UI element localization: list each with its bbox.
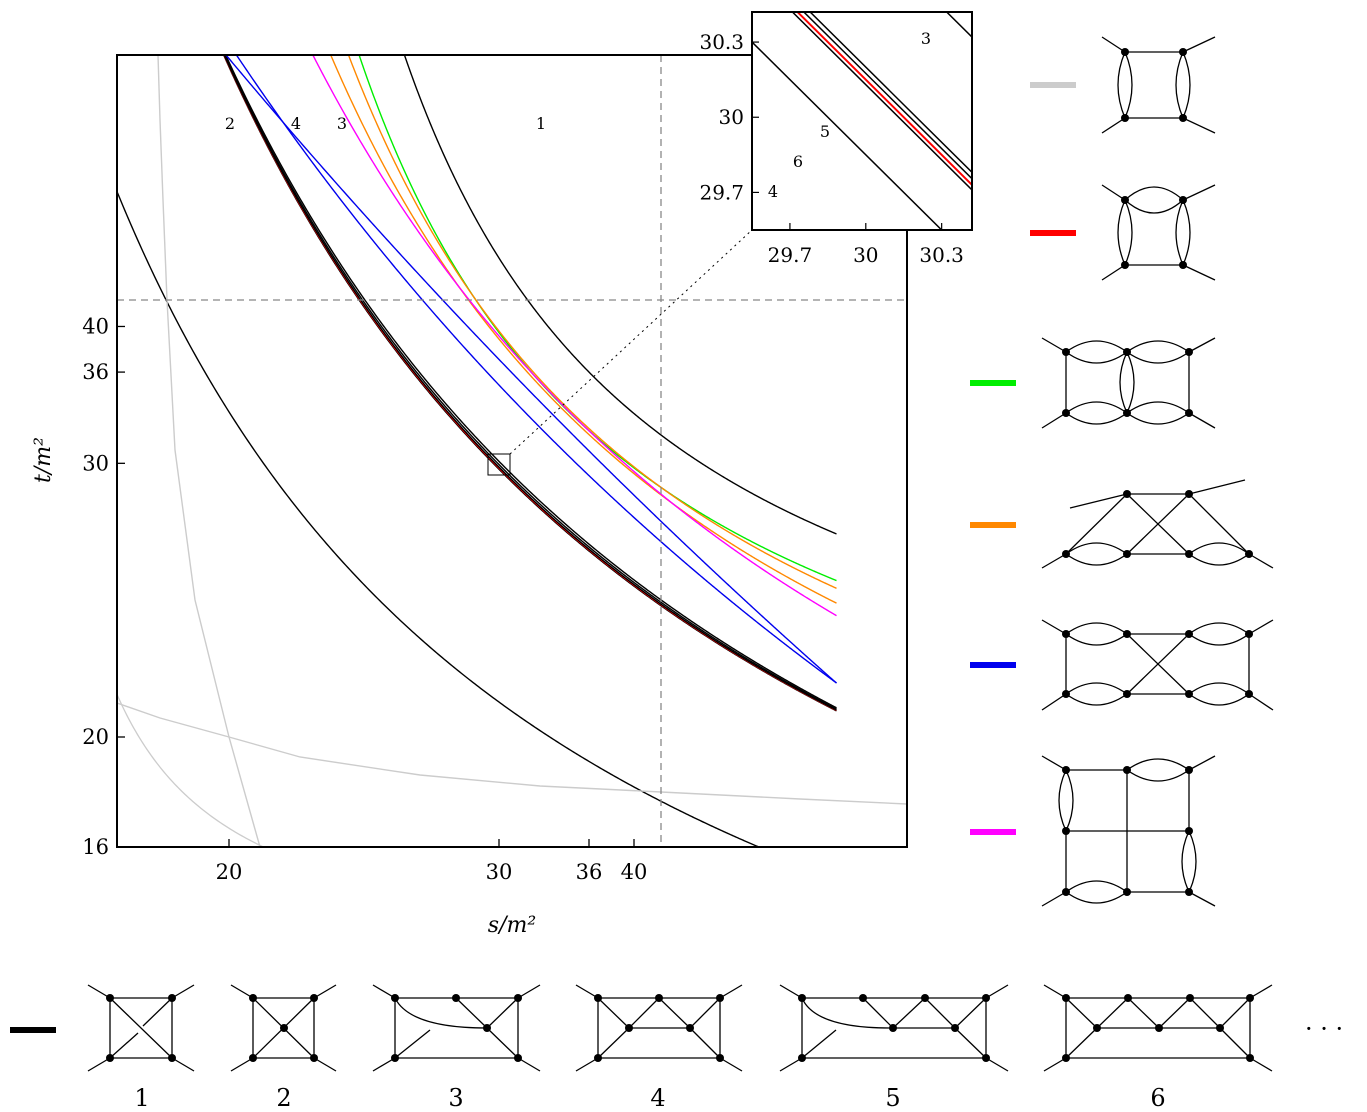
ellipsis: · · · [1305,1015,1343,1043]
series-line-10 [329,55,837,604]
curve-label: 3 [337,114,347,133]
curve-label: 1 [536,114,546,133]
bottom-diagram-label: 3 [448,1084,463,1108]
x-tick-label: 30 [486,860,513,884]
inset-line-3 [802,12,972,180]
x-tick-label: 36 [576,860,603,884]
legend [970,36,1274,907]
x-tick-label: 40 [621,860,648,884]
bottom-diagram-label: 4 [650,1084,665,1108]
bottom-diagram-6 [1043,984,1273,1072]
inset-frame [751,11,973,231]
inset-y-tick-label: 30.3 [699,30,744,54]
zoom-box [487,453,511,476]
y-tick-label: 30 [82,451,109,475]
series-line-14 [117,692,265,847]
legend-diagram-1 [1101,36,1216,134]
x-tick-label: 20 [216,860,243,884]
bottom-diagram-3 [372,984,541,1072]
grey-curve-1 [117,702,907,805]
y-tick-label: 20 [82,725,109,749]
bottom-diagram-label: 2 [276,1084,291,1108]
inset-line-6 [752,41,943,230]
inset-curve-label: 3 [921,29,931,48]
inset-curve-label: 6 [793,152,803,171]
series-line-3 [224,55,837,709]
plot-frame [116,54,908,848]
series-line-4 [224,55,837,710]
curve-label: 4 [291,114,301,133]
y-tick-label: 36 [82,360,109,384]
series-line-2 [117,189,761,847]
legend-diagram-5 [1041,619,1274,711]
y-tick-label: 16 [82,835,109,859]
y-tick-label: 40 [82,314,109,338]
grey-curve-2 [157,55,261,847]
inset-line-5 [791,12,972,191]
series-line-8 [358,55,837,582]
bottom-diagram-label: 6 [1150,1084,1165,1108]
main-plot: 20 30 36 40 16 20 30 36 40 1 2 3 4 s/m² t/m² [31,54,908,938]
series-line-7 [223,55,837,711]
bottom-diagram-label: 1 [134,1084,149,1108]
legend-diagram-3 [1041,337,1216,429]
inset-y-tick-label: 30 [719,105,744,129]
legend-diagram-6 [1041,755,1216,907]
legend-diagram-4 [1041,479,1274,569]
bottom-diagram-5 [779,984,1009,1072]
series-line-1 [403,55,837,535]
legend-diagram-2 [1101,184,1216,281]
curve-label: 2 [225,114,235,133]
inset-x-tick-label: 30 [853,243,878,267]
bottom-diagram-1 [87,984,195,1072]
bottom-diagram-2 [230,984,337,1072]
zoom-connector [509,229,753,455]
inset-curve-label: 4 [768,182,778,201]
series-line-11 [235,55,837,684]
y-axis-label: t/m² [31,437,56,483]
series-line-12 [225,55,837,684]
bottom-legend: 1 2 3 4 5 6 · · · [10,984,1343,1112]
inset-line-4 [796,12,972,187]
inset-line-2 [809,12,972,174]
inset-y-tick-label: 29.7 [699,180,744,204]
inset-x-tick-label: 29.7 [768,243,813,267]
bottom-diagram-4 [575,984,743,1072]
series-line-9 [347,55,837,589]
series-line-13 [312,55,837,617]
inset-curve-label: 5 [820,122,830,141]
x-axis-label: s/m² [488,913,536,938]
inset-x-tick-label: 30.3 [919,243,964,267]
inset-plot: 29.7 30 30.3 30.3 30 29.7 3 564 [699,11,973,267]
bottom-diagram-label: 5 [885,1084,900,1108]
